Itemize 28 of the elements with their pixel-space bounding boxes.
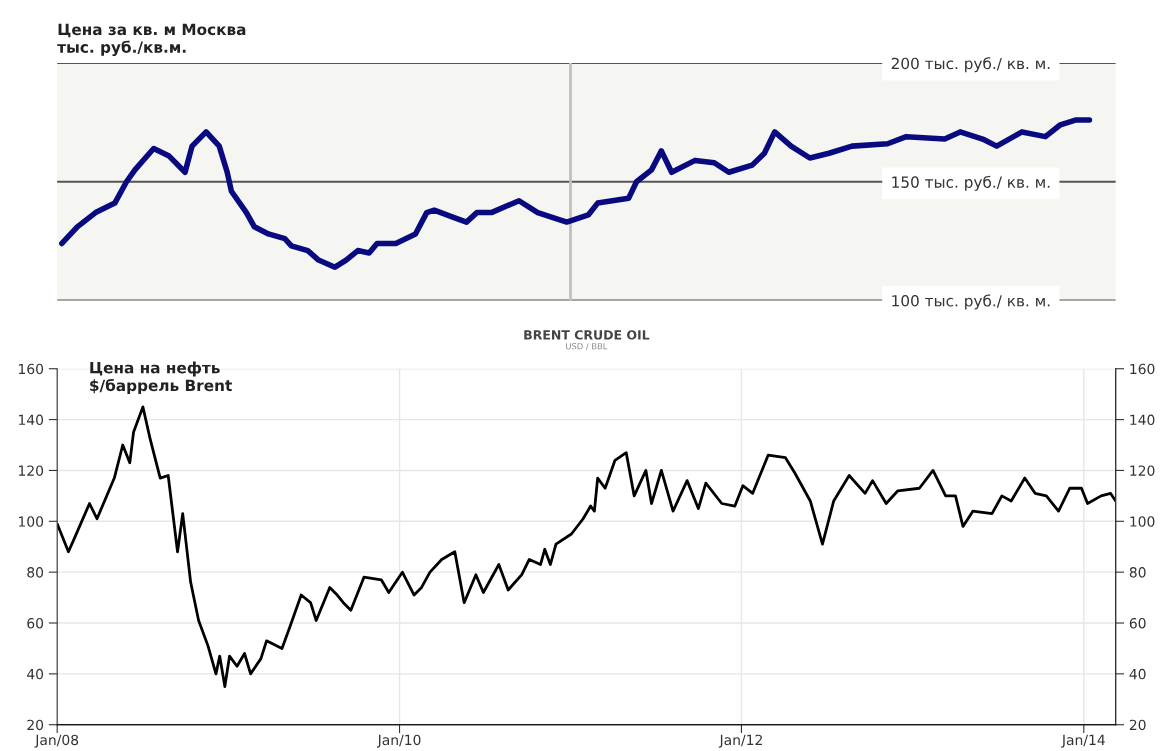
y2-tick-label: 140 <box>1130 414 1155 426</box>
y-tick-label: 140 <box>19 414 44 426</box>
y-tick-label: 150 тыс. руб./ кв. м. <box>892 175 1050 191</box>
y-tick-label: 80 <box>27 567 44 578</box>
chart-title: BRENT CRUDE OIL <box>524 330 650 340</box>
y2-tick-label: 20 <box>1129 719 1146 731</box>
y-tick-label: 40 <box>26 668 44 680</box>
chart-subtitle: USD / BBL <box>566 343 608 350</box>
y-tick-label: 60 <box>27 617 44 629</box>
y-tick-label: 160 <box>19 363 44 375</box>
line-series <box>57 405 1116 688</box>
x-tick-label: Jan/10 <box>376 734 421 748</box>
y-tick-label: 120 <box>19 465 44 476</box>
x-tick-label: Jan/14 <box>1061 734 1105 748</box>
annotation: Цена на нефть $/баррель Brent <box>90 361 232 395</box>
y2-tick-label: 60 <box>1129 617 1146 629</box>
y2-tick-label: 120 <box>1130 465 1155 476</box>
y-tick-label: 20 <box>27 719 44 731</box>
y-tick-label: 100 <box>19 516 44 527</box>
y2-tick-label: 40 <box>1129 668 1146 680</box>
x-tick-label: Jan/12 <box>718 734 762 748</box>
y2-tick-label: 100 <box>1130 516 1155 527</box>
y2-tick-label: 80 <box>1129 567 1146 578</box>
chart-title: Цена за кв. м Москва тыс. руб./кв.м. <box>57 23 246 56</box>
y-tick-label: 200 тыс. руб./ кв. м. <box>891 57 1050 73</box>
y-tick-label: 100 тыс. руб./ кв. м. <box>892 294 1050 310</box>
x-tick-label: Jan/08 <box>34 734 79 748</box>
y2-tick-label: 160 <box>1130 363 1155 375</box>
